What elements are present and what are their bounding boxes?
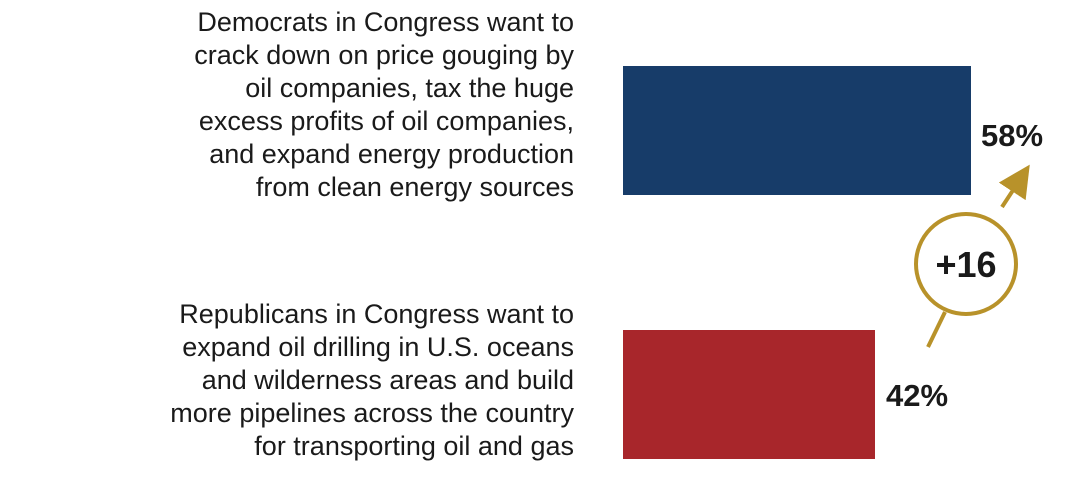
bar-democrats — [623, 66, 971, 195]
statement-democrats: Democrats in Congress want to crack down… — [194, 7, 574, 202]
value-label-republicans: 42% — [886, 378, 948, 413]
margin-label: +16 — [935, 244, 996, 285]
bar-republicans — [623, 330, 875, 459]
margin-arrow-upper — [998, 164, 1030, 209]
margin-arrow-lower — [926, 311, 947, 348]
statement-republicans: Republicans in Congress want to expand o… — [170, 299, 574, 461]
margin-circle — [914, 212, 1018, 316]
value-label-democrats: 58% — [981, 118, 1043, 153]
